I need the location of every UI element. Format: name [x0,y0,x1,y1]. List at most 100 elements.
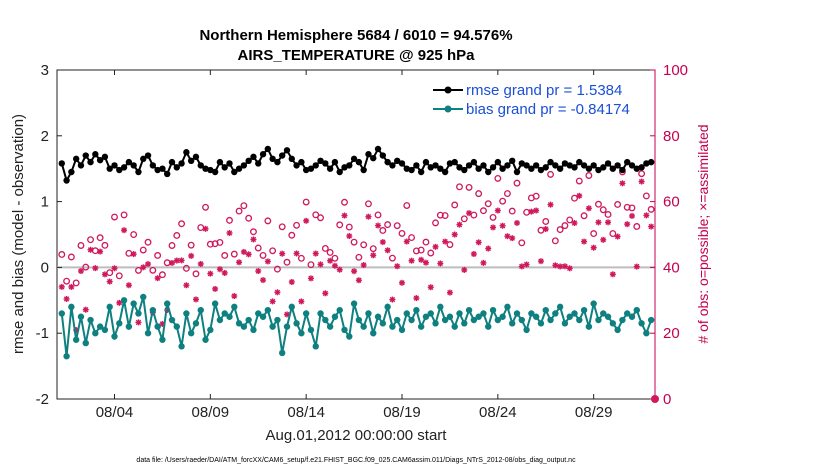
rmse-point [106,165,113,172]
assimilated-obs-marker [432,243,439,250]
possible-obs-marker [499,197,507,205]
assimilated-obs-marker [480,259,487,266]
bias-point [647,316,655,324]
possible-obs-marker [63,277,71,285]
bias-point [532,313,540,320]
y-tick-label: 0 [41,259,49,276]
rmse-point [82,152,89,159]
asterisk-stroke [380,239,386,245]
rmse-point [451,158,458,166]
possible-obs-marker [240,202,248,210]
assimilated-obs-marker [600,236,607,243]
possible-obs-marker [403,202,411,209]
possible-obs-marker [307,261,315,269]
rmse-point [72,155,80,163]
asterisk-stroke [610,271,616,278]
rmse-point [274,158,281,166]
rmse-point [231,168,238,176]
bias-point [58,310,65,317]
bias-point [633,306,640,314]
asterisk-stroke [365,213,372,220]
assimilated-obs-marker [585,205,592,212]
rmse-point [552,162,559,169]
bias-point [341,326,348,334]
possible-obs-marker [187,241,195,249]
possible-obs-marker [436,211,444,219]
possible-obs-marker [489,213,497,221]
possible-obs-marker [633,223,641,230]
asterisk-stroke [226,230,233,236]
possible-obs-marker [556,226,564,234]
rmse-point [322,160,329,167]
y2-tick-label: 20 [663,325,680,342]
asterisk-stroke [332,263,338,269]
asterisk-stroke [447,289,453,296]
assimilated-obs-marker [188,252,195,259]
bias-point [465,306,473,314]
possible-obs-marker [628,204,636,212]
rmse-point [561,160,569,167]
bias-point [590,300,597,307]
bias-point [68,303,75,311]
asterisk-stroke [423,259,429,266]
possible-obs-marker [293,221,301,229]
assimilated-obs-marker [331,262,338,269]
assimilated-obs-marker [125,282,132,289]
asterisk-stroke [279,250,285,257]
asterisk-stroke [638,178,645,185]
bias-point [101,326,109,334]
bias-point [326,323,334,330]
bias-point [475,313,482,320]
asterisk-stroke [87,247,94,253]
possible-obs-marker [575,177,583,185]
bias-point [417,323,425,330]
possible-obs-marker [273,265,281,273]
rmse-point [441,168,449,176]
asterisk-stroke [202,226,209,232]
possible-obs-marker [614,201,622,208]
x-tick-label: 08/19 [383,404,421,421]
asterisk-stroke [212,286,218,292]
asterisk-stroke [188,253,194,259]
asterisk-stroke [519,263,525,270]
legend-box [428,77,652,119]
bias-point [456,310,463,317]
asterisk-stroke [236,259,242,265]
rmse-point [68,168,75,176]
assimilated-obs-marker [605,219,612,226]
asterisk-stroke [634,263,640,270]
possible-obs-marker [283,258,291,266]
bias-point [302,310,310,317]
bias-point [231,303,238,311]
bias-point [178,343,185,350]
assimilated-obs-marker [490,224,497,231]
rmse-point [216,158,224,166]
possible-obs-marker [269,247,277,255]
asterisk-stroke [590,245,597,251]
assimilated-obs-marker [576,192,583,199]
assimilated-obs-marker [595,219,602,226]
possible-obs-marker [451,201,459,209]
assimilated-obs-marker [116,299,123,306]
asterisk-stroke [571,220,578,226]
possible-obs-marker [384,221,392,229]
bias-point [437,303,444,311]
bias-point [374,313,382,320]
rmse-point [427,164,434,171]
asterisk-stroke [538,258,544,264]
possible-obs-marker [264,217,272,225]
assimilated-obs-marker [221,269,228,276]
y2-zero-marker [651,395,659,403]
assimilated-obs-marker [240,248,247,255]
rmse-point [207,166,214,174]
possible-obs-marker [245,214,253,222]
bias-point [379,320,387,327]
rmse-point [374,145,382,153]
possible-obs-marker [182,264,190,272]
asterisk-stroke [552,262,559,269]
possible-obs-marker [604,211,612,218]
rmse-point [346,162,353,169]
asterisk-stroke [567,265,573,272]
assimilated-obs-marker [590,244,597,251]
asterisk-stroke [428,284,434,290]
